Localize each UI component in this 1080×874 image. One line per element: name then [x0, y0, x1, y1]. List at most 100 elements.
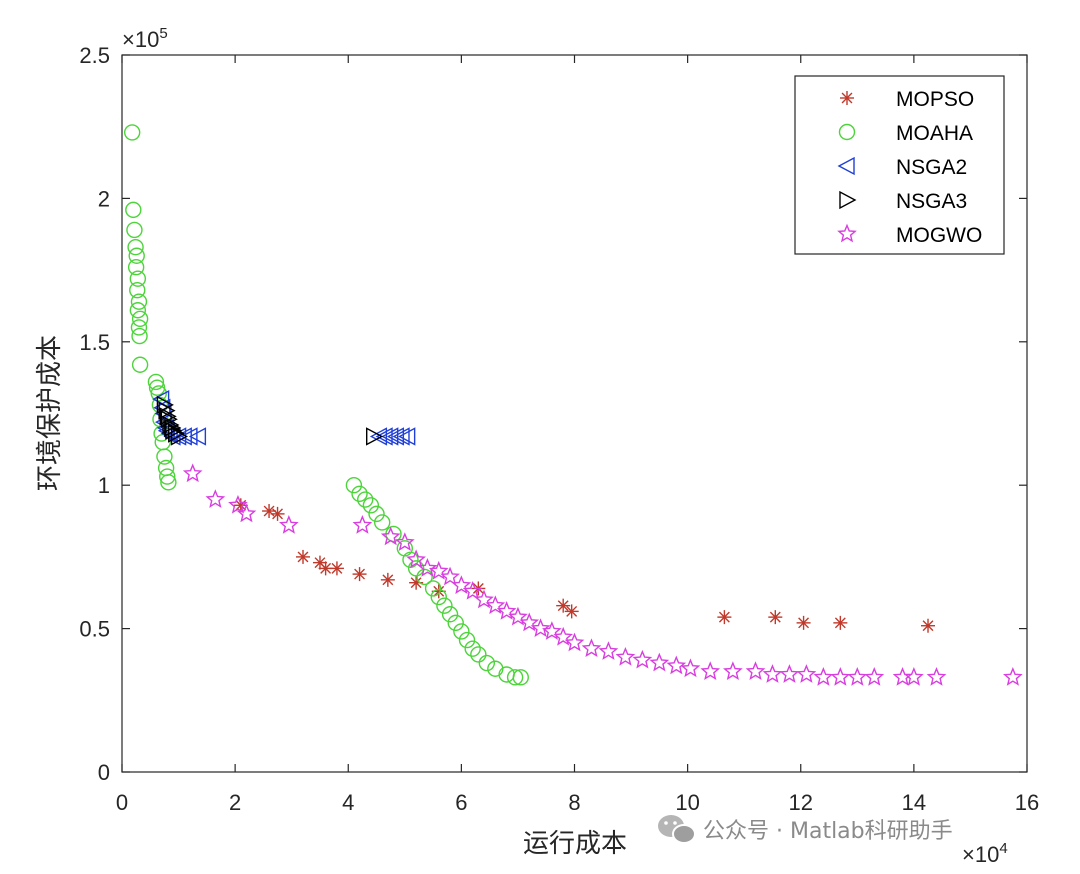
asterisk-stroke — [718, 611, 730, 623]
data-point — [357, 491, 374, 508]
asterisk-stroke — [798, 617, 810, 629]
star-outline — [723, 661, 743, 680]
star-outline — [406, 549, 426, 569]
data-point — [156, 448, 173, 465]
data-point — [398, 427, 416, 446]
data-point — [904, 667, 924, 686]
x-tick-label: 12 — [789, 790, 813, 815]
legend: MOPSO MOAHA NSGA2 NSGA3 MOGWO — [794, 75, 1005, 255]
data-point — [129, 270, 147, 287]
asterisk-stroke — [433, 585, 445, 597]
circle-outline — [130, 293, 148, 310]
data-point — [498, 666, 515, 683]
data-point — [440, 566, 460, 586]
data-point — [474, 589, 494, 609]
tick-labels: 0 2 4 6 8 10 12 14 16 0 0.5 1 1.5 2 2.5 — [79, 43, 1039, 815]
circle-outline — [487, 660, 504, 677]
circle-outline — [128, 247, 145, 264]
circle-outline — [441, 606, 459, 623]
data-point — [407, 560, 425, 577]
star-outline — [632, 649, 653, 669]
circle-outline — [129, 281, 146, 299]
legend-label: MOAHA — [896, 122, 973, 145]
data-point — [581, 638, 602, 658]
series-moaha — [123, 124, 529, 686]
data-point — [130, 293, 148, 310]
data-point — [127, 259, 145, 276]
asterisk-stroke — [922, 620, 934, 632]
star-outline — [581, 638, 602, 658]
data-point — [796, 664, 817, 683]
circle-outline — [147, 373, 165, 391]
data-point — [129, 281, 146, 299]
series-nsga2 — [152, 389, 416, 446]
star-outline — [830, 667, 851, 686]
circle-outline — [458, 631, 476, 649]
asterisk-stroke — [557, 600, 569, 612]
data-point — [700, 661, 721, 680]
y-tick-label: 1.5 — [79, 330, 110, 355]
series-nsga3 — [156, 395, 384, 446]
circle-outline — [498, 666, 515, 683]
triangle-outline — [369, 427, 388, 446]
data-point — [796, 615, 811, 630]
legend-label: MOPSO — [896, 88, 974, 111]
star-outline — [649, 652, 670, 672]
data-point — [453, 623, 470, 640]
data-point — [380, 526, 401, 546]
x-tick-label: 16 — [1015, 790, 1039, 815]
data-point — [470, 646, 487, 663]
circle-outline — [126, 221, 143, 239]
data-point — [487, 660, 504, 677]
data-point — [182, 463, 203, 483]
data-point — [615, 646, 636, 666]
asterisk-stroke — [272, 508, 283, 520]
circle-outline — [123, 124, 141, 141]
legend-marker — [837, 156, 855, 176]
data-point — [362, 497, 380, 514]
circle-outline — [453, 623, 470, 640]
data-point — [564, 632, 585, 652]
star-outline — [530, 618, 551, 637]
legend-entry-mogwo: MOGWO — [837, 223, 982, 247]
data-point — [375, 427, 393, 446]
axes — [121, 54, 1028, 773]
triangle-outline — [159, 407, 177, 426]
star-outline — [864, 667, 885, 686]
data-point — [762, 664, 783, 683]
data-point — [386, 427, 405, 446]
legend-marker — [838, 123, 856, 141]
data-point — [649, 652, 670, 672]
data-point — [564, 604, 579, 619]
data-point — [406, 549, 426, 569]
data-point — [128, 247, 145, 264]
triangle-outline — [180, 427, 198, 446]
circle-outline — [838, 123, 856, 141]
star-outline — [813, 667, 834, 686]
triangle-outline — [392, 427, 410, 446]
star-outline — [564, 632, 585, 652]
star-outline — [926, 667, 947, 686]
data-point — [351, 485, 368, 503]
triangle-outline — [375, 427, 393, 446]
data-point — [632, 649, 653, 669]
triangle-outline — [164, 418, 182, 438]
star-outline — [542, 621, 562, 640]
star-outline — [519, 612, 540, 632]
star-outline — [904, 667, 924, 686]
star-outline — [496, 601, 517, 620]
wechat-icon — [658, 815, 696, 844]
circle-outline — [129, 270, 147, 287]
data-point — [369, 427, 388, 446]
data-point — [447, 614, 464, 632]
legend-marker — [840, 91, 854, 105]
data-point — [368, 505, 385, 523]
triangle-outline — [366, 427, 384, 446]
triangle-outline — [386, 427, 405, 446]
asterisk-stroke — [354, 568, 366, 580]
star-outline — [394, 532, 415, 551]
legend-entry-moaha: MOAHA — [838, 122, 973, 145]
data-point — [228, 494, 248, 514]
star-outline — [485, 595, 506, 615]
star-outline — [847, 667, 868, 686]
